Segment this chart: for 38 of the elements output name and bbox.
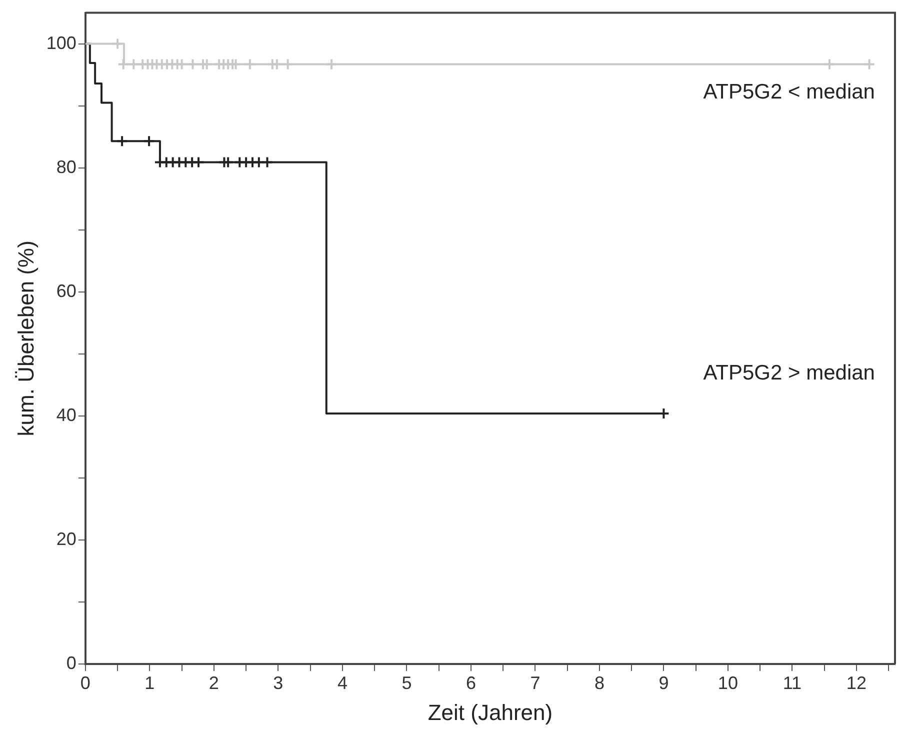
x-tick-label: 1	[144, 672, 155, 693]
point	[116, 135, 128, 148]
point	[261, 156, 274, 168]
point	[143, 135, 156, 148]
y-tick-label: 0	[66, 652, 76, 673]
y-tick-label: 80	[56, 156, 76, 177]
x-tick-label: 7	[530, 672, 540, 693]
point	[252, 156, 265, 168]
point	[863, 58, 876, 70]
y-tick-label: 100	[46, 32, 76, 53]
point	[282, 58, 294, 70]
point	[128, 58, 140, 70]
x-tick-label: 0	[80, 672, 90, 693]
x-tick-label: 8	[594, 672, 604, 693]
point	[186, 58, 199, 70]
x-tick-label: 4	[337, 672, 348, 693]
y-tick-label: 60	[56, 280, 76, 301]
series-label: ATP5G2 < median	[703, 80, 875, 104]
y-axis-title: kum. Überleben (%)	[13, 240, 38, 436]
x-tick-label: 10	[718, 672, 738, 693]
point	[112, 38, 124, 50]
y-tick-label: 40	[56, 404, 76, 425]
x-tick-label: 5	[402, 672, 412, 693]
point	[192, 156, 205, 168]
x-tick-label: 3	[273, 672, 284, 693]
point	[117, 58, 130, 70]
point	[244, 58, 256, 70]
y-tick-label: 20	[56, 528, 76, 549]
text: ATP5G2 > median	[703, 361, 875, 384]
x-tick-label: 12	[846, 672, 866, 693]
x-tick-label: 6	[466, 672, 476, 693]
x-tick-label: 9	[658, 672, 669, 693]
x-tick-label: 2	[208, 672, 219, 693]
point	[823, 58, 836, 70]
point	[222, 156, 234, 168]
x-axis-title: Zeit (Jahren)	[428, 700, 553, 725]
point	[326, 58, 338, 70]
x-tick-label: 11	[782, 672, 802, 693]
